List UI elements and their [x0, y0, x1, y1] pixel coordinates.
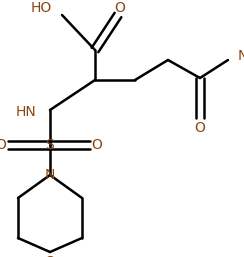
- Text: HN: HN: [15, 105, 36, 119]
- Text: O: O: [45, 255, 55, 257]
- Text: N: N: [45, 168, 55, 182]
- Text: S: S: [46, 138, 54, 152]
- Text: NH₂: NH₂: [238, 49, 244, 63]
- Text: O: O: [92, 138, 102, 152]
- Text: O: O: [0, 138, 6, 152]
- Text: O: O: [194, 121, 205, 135]
- Text: O: O: [115, 1, 125, 15]
- Text: HO: HO: [31, 1, 52, 15]
